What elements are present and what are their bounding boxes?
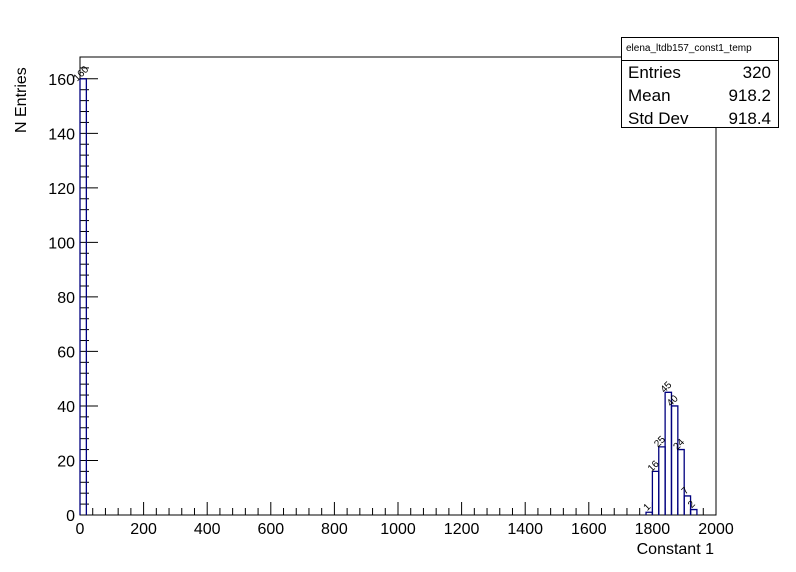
stats-box: elena_ltdb157_const1_temp Entries 320 Me… bbox=[621, 37, 779, 128]
stats-row-stddev: Std Dev 918.4 bbox=[622, 107, 778, 130]
x-tick-label: 1600 bbox=[571, 521, 607, 538]
histogram-bin bbox=[79, 78, 88, 515]
y-tick-label: 20 bbox=[57, 453, 75, 470]
y-tick-label: 60 bbox=[57, 344, 75, 361]
x-tick-label: 1200 bbox=[444, 521, 480, 538]
histogram-bin bbox=[677, 448, 685, 515]
y-tick-label: 100 bbox=[48, 235, 75, 252]
x-tick-label: 800 bbox=[321, 521, 348, 538]
y-tick-label: 40 bbox=[57, 399, 75, 416]
histogram-bin bbox=[683, 495, 692, 515]
x-tick-label: 1800 bbox=[635, 521, 671, 538]
stats-value: 918.4 bbox=[728, 108, 771, 128]
stats-label: Mean bbox=[628, 85, 671, 105]
stats-title: elena_ltdb157_const1_temp bbox=[622, 38, 778, 61]
histogram-bin bbox=[658, 446, 666, 515]
x-tick-label: 400 bbox=[194, 521, 221, 538]
bin-label: 16 bbox=[646, 458, 662, 474]
y-tick-labels: 0 20 40 60 80 100 120 140 160 bbox=[48, 72, 75, 525]
stats-row-entries: Entries 320 bbox=[622, 61, 778, 84]
x-tick-label: 200 bbox=[130, 521, 157, 538]
stats-label: Std Dev bbox=[628, 108, 689, 128]
stats-value: 320 bbox=[742, 62, 771, 82]
x-tick-label: 0 bbox=[76, 521, 85, 538]
histogram-bin bbox=[670, 405, 679, 515]
x-axis-label: Constant 1 bbox=[637, 541, 714, 558]
bin-label: 7 bbox=[680, 485, 692, 497]
bin-label: 2 bbox=[686, 499, 698, 511]
bin-label: 24 bbox=[671, 437, 687, 453]
x-tick-label: 600 bbox=[257, 521, 284, 538]
histogram-bins bbox=[79, 78, 698, 515]
y-tick-label: 160 bbox=[48, 72, 75, 89]
y-axis-label: N Entries bbox=[13, 67, 30, 133]
x-tick-label: 1400 bbox=[507, 521, 543, 538]
bin-label: 25 bbox=[652, 434, 668, 450]
histogram-bin bbox=[651, 470, 660, 515]
stats-row-mean: Mean 918.2 bbox=[622, 84, 778, 107]
histogram-bin bbox=[664, 391, 673, 515]
histogram-bin bbox=[689, 508, 698, 515]
y-tick-label: 140 bbox=[48, 126, 75, 143]
x-tick-labels: 0 200 400 600 800 1000 1200 1400 1600 1800 2000 bbox=[76, 521, 734, 538]
x-tick-label: 2000 bbox=[698, 521, 734, 538]
stats-value: 918.2 bbox=[728, 85, 771, 105]
x-tick-label: 1000 bbox=[380, 521, 416, 538]
y-tick-label: 120 bbox=[48, 181, 75, 198]
y-tick-label: 80 bbox=[57, 290, 75, 307]
bin-label: 40 bbox=[665, 393, 681, 409]
y-tick-label: 0 bbox=[66, 508, 75, 525]
stats-label: Entries bbox=[628, 62, 681, 82]
